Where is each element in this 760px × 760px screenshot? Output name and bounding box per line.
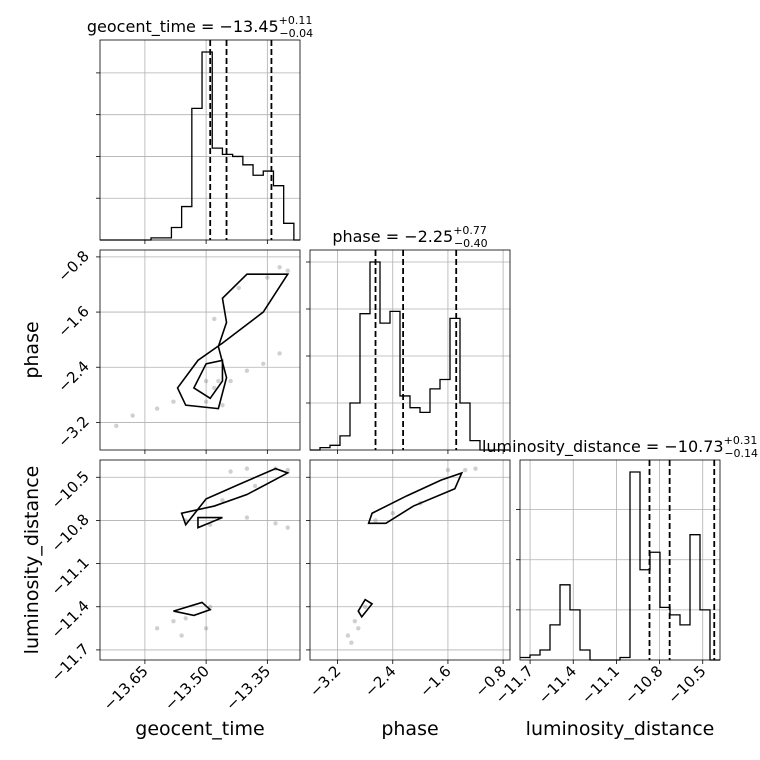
sample-point-geocent_time-vs-phase-16: [203, 399, 209, 404]
title-geocent_time: geocent_time = −13.45+0.11 −0.04: [87, 14, 313, 40]
yaxis-label-phase: phase: [21, 321, 43, 378]
title-luminosity_distance-minus: −0.14: [724, 447, 758, 460]
sample-point-geocent_time-vs-luminosity_distance-7: [273, 521, 278, 526]
title-phase-minus: −0.40: [454, 237, 488, 250]
xaxis-label-phase: phase: [381, 718, 438, 740]
sample-point-geocent_time-vs-phase-12: [236, 285, 241, 291]
sample-point-geocent_time-vs-luminosity_distance-12: [171, 618, 176, 624]
sample-point-geocent_time-vs-luminosity_distance-1: [244, 466, 250, 471]
sample-point-phase-vs-luminosity_distance-7: [345, 633, 351, 638]
title-luminosity_distance-main: luminosity_distance = −10.73: [482, 437, 724, 457]
xtick-label-phase-0: −3.2: [306, 662, 344, 700]
title-luminosity_distance: luminosity_distance = −10.73+0.31 −0.14: [482, 434, 758, 460]
ytick-label-luminosity_distance-3: −10.8: [48, 511, 93, 556]
sample-point-phase-vs-luminosity_distance-1: [462, 467, 468, 473]
sample-point-phase-vs-luminosity_distance-6: [356, 626, 361, 631]
ytick-label-phase-2: −1.6: [54, 302, 92, 340]
sample-point-geocent_time-vs-phase-8: [244, 368, 250, 373]
contour-geocent_time-vs-luminosity_distance-2: [173, 601, 212, 617]
sample-point-geocent_time-vs-phase-5: [212, 385, 217, 391]
panel-frame-geocent_time-hist: [99, 39, 301, 241]
contour-phase-vs-luminosity_distance-1: [357, 598, 374, 619]
histogram-geocent_time: [100, 51, 300, 241]
sample-point-geocent_time-vs-phase-3: [171, 399, 176, 404]
ytick-label-luminosity_distance-2: −11.1: [48, 554, 93, 599]
histogram-phase: [310, 261, 510, 451]
xtick-label-phase-2: −1.6: [416, 662, 454, 700]
sample-point-geocent_time-vs-phase-15: [285, 268, 290, 273]
contour-geocent_time-vs-luminosity_distance-1: [197, 516, 223, 529]
ytick-label-phase-1: −2.4: [54, 357, 92, 395]
sample-point-phase-vs-luminosity_distance-4: [390, 511, 395, 516]
xtick-label-luminosity_distance-1: −11.4: [535, 662, 580, 707]
xtick-label-luminosity_distance-2: −11.1: [578, 662, 623, 707]
sample-point-geocent_time-vs-luminosity_distance-13: [183, 616, 188, 621]
title-phase: phase = −2.25+0.77 −0.40: [332, 224, 487, 250]
ytick-label-luminosity_distance-1: −11.4: [48, 597, 93, 642]
panel-frame-phase-vs-luminosity_distance: [309, 459, 511, 661]
sample-point-geocent_time-vs-phase-10: [277, 351, 282, 356]
contour-geocent_time-vs-luminosity_distance-0: [180, 467, 290, 527]
sample-point-geocent_time-vs-luminosity_distance-15: [203, 626, 209, 631]
contour-geocent_time-vs-phase-0: [176, 273, 290, 410]
sample-point-geocent_time-vs-luminosity_distance-4: [252, 483, 258, 489]
title-phase-main: phase = −2.25: [332, 227, 453, 246]
title-luminosity_distance-plus: +0.31: [724, 434, 758, 447]
panel-frame-geocent_time-vs-luminosity_distance: [99, 459, 301, 661]
title-geocent_time-plus: +0.11: [279, 14, 313, 27]
sample-point-geocent_time-vs-phase-14: [277, 265, 282, 270]
sample-point-geocent_time-vs-luminosity_distance-16: [179, 633, 184, 638]
ytick-label-luminosity_distance-0: −11.7: [48, 640, 93, 685]
sample-point-phase-vs-luminosity_distance-5: [373, 518, 378, 523]
contour-phase-vs-luminosity_distance-0: [367, 471, 464, 525]
contour-geocent_time-vs-phase-1: [192, 359, 224, 400]
sample-point-geocent_time-vs-luminosity_distance-5: [220, 498, 225, 503]
histogram-luminosity_distance: [520, 471, 720, 661]
xtick-label-luminosity_distance-4: −10.5: [664, 662, 709, 707]
sample-point-geocent_time-vs-phase-11: [212, 316, 217, 322]
sample-point-phase-vs-luminosity_distance-2: [473, 466, 478, 471]
sample-point-geocent_time-vs-phase-17: [220, 402, 225, 408]
yaxis-label-luminosity_distance: luminosity_distance: [21, 466, 43, 655]
sample-point-geocent_time-vs-phase-6: [216, 378, 221, 384]
panel-frame-geocent_time-vs-phase: [99, 249, 301, 451]
xtick-label-geocent_time-2: −13.35: [222, 662, 274, 714]
sample-point-phase-vs-luminosity_distance-10: [349, 640, 354, 645]
sample-point-geocent_time-vs-phase-2: [154, 406, 160, 411]
sample-point-geocent_time-vs-luminosity_distance-11: [154, 626, 160, 631]
ytick-label-phase-0: −3.2: [54, 413, 92, 451]
sample-point-geocent_time-vs-phase-4: [203, 378, 209, 384]
sample-point-geocent_time-vs-luminosity_distance-8: [285, 525, 290, 530]
sample-point-geocent_time-vs-phase-9: [261, 361, 266, 366]
xtick-label-geocent_time-1: −13.50: [161, 662, 213, 714]
panel-frame-phase-hist: [309, 249, 511, 451]
sample-point-geocent_time-vs-luminosity_distance-0: [228, 469, 233, 474]
sample-point-geocent_time-vs-phase-0: [114, 423, 119, 429]
sample-point-phase-vs-luminosity_distance-0: [445, 467, 451, 473]
sample-point-geocent_time-vs-phase-1: [130, 413, 135, 418]
title-geocent_time-minus: −0.04: [279, 27, 313, 40]
sample-point-phase-vs-luminosity_distance-8: [352, 618, 358, 624]
sample-point-geocent_time-vs-phase-7: [228, 378, 233, 384]
xaxis-label-luminosity_distance: luminosity_distance: [526, 718, 715, 740]
xaxis-label-geocent_time: geocent_time: [135, 718, 264, 740]
ytick-label-luminosity_distance-4: −10.5: [48, 467, 93, 512]
title-geocent_time-main: geocent_time = −13.45: [87, 17, 279, 37]
sample-point-geocent_time-vs-luminosity_distance-6: [244, 515, 250, 520]
xtick-label-phase-1: −2.4: [361, 662, 399, 700]
sample-point-geocent_time-vs-luminosity_distance-3: [285, 467, 290, 473]
xtick-label-geocent_time-0: −13.65: [100, 662, 152, 714]
title-phase-plus: +0.77: [453, 224, 487, 237]
sample-point-geocent_time-vs-phase-13: [265, 275, 270, 280]
xtick-label-luminosity_distance-3: −10.8: [621, 662, 666, 707]
sample-point-phase-vs-luminosity_distance-9: [362, 604, 368, 609]
ytick-label-phase-3: −0.8: [54, 247, 92, 285]
